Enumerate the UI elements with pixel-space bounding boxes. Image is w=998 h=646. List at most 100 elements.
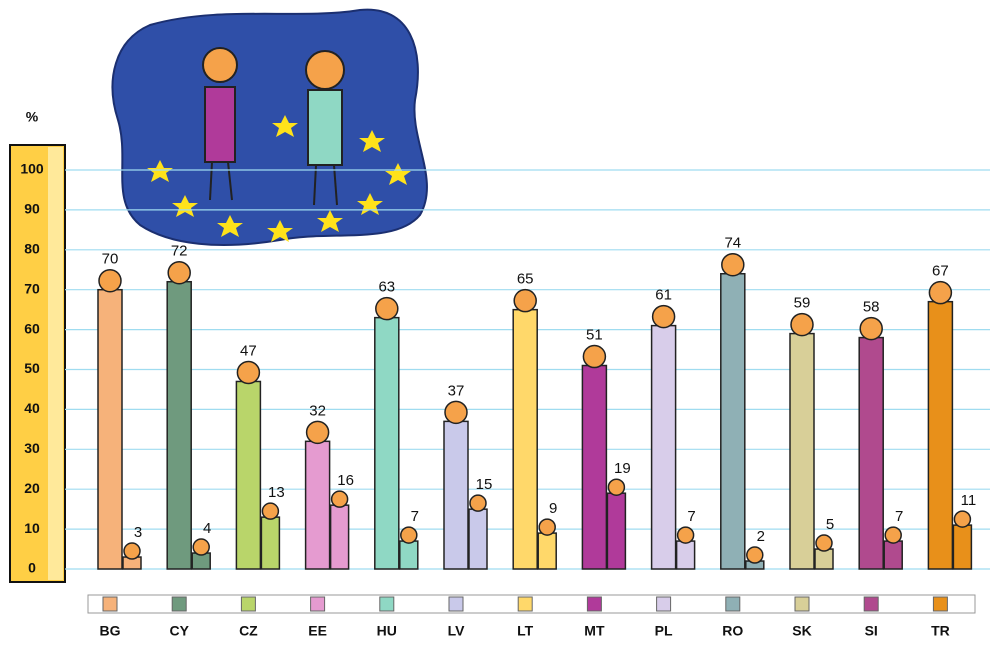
bar [606,492,627,570]
value-label: 5 [826,516,834,533]
bar [675,540,696,570]
value-label: 59 [794,295,811,312]
bar [814,548,834,570]
value-label: 13 [268,484,285,501]
figure-head [582,344,607,369]
bar [883,540,903,570]
y-tick-label: 30 [24,440,40,456]
y-tick-label: 40 [24,400,40,416]
value-label: 19 [614,460,631,477]
legend-label: CY [169,623,189,639]
y-tick-label: 100 [20,161,44,177]
y-tick-label: 70 [24,280,40,296]
figure-head [607,478,626,496]
legend-swatch [379,596,395,612]
y-tick-label: 80 [24,241,40,257]
legend-label: RO [722,623,743,639]
bar [789,332,815,570]
legend-swatch [171,596,187,612]
bar [374,316,400,570]
illustration [111,8,428,246]
figure-head [721,252,745,277]
bar [443,420,469,570]
figure-head [538,518,556,536]
bar [650,324,677,570]
bar [512,308,538,570]
legend-swatch [586,596,602,612]
legend-label: EE [308,623,327,639]
figure-head [928,280,953,305]
value-label: 16 [337,472,354,489]
value-label: 58 [863,299,880,316]
y-axis-label: % [26,109,39,125]
legend-label: SK [792,623,811,639]
legend-swatch [310,596,326,612]
legend-label: PL [655,623,673,639]
value-label: 70 [102,251,119,268]
y-tick-label: 10 [24,520,40,536]
bar [952,524,973,570]
bar [399,540,419,570]
value-label: 3 [134,524,142,541]
y-tick-label: 90 [24,201,40,217]
value-label: 7 [411,508,419,525]
figure-head [444,400,468,425]
bar [166,280,192,570]
figure-head [651,304,676,329]
bar [537,532,557,570]
figure-head [167,260,191,285]
bar [927,300,954,570]
figure-head [330,490,349,508]
legend-label: LT [517,623,534,639]
legend-swatch [863,596,879,612]
value-label: 74 [724,235,741,252]
axis-column-highlight [48,147,63,580]
value-label: 51 [586,326,603,343]
y-tick-label: 20 [24,480,40,496]
legend-swatch [240,596,256,612]
legend-label: TR [931,623,950,639]
legend-label: MT [584,623,605,639]
figure-head [884,526,902,544]
figure-head [513,288,537,313]
value-label: 65 [517,271,534,288]
value-label: 15 [476,476,493,493]
value-label: 4 [203,520,211,537]
legend-swatch [794,596,810,612]
figure-head [953,510,972,528]
y-tick-label: 60 [24,320,40,336]
figure-head [746,546,764,564]
figure-head [123,542,141,560]
bar [97,288,123,570]
figure-head [790,312,814,337]
figure-head [261,502,280,520]
legend-swatch [932,596,948,612]
figure-head [815,534,833,552]
value-label: 72 [171,243,188,260]
legend-label: SI [865,623,878,639]
figure-head [375,296,399,321]
figure-head [236,360,261,385]
bar [468,508,488,570]
bar [329,504,350,570]
legend-swatch [448,596,464,612]
figure-head [98,268,122,293]
value-label: 7 [687,508,695,525]
figure-head [400,526,418,544]
legend-label: LV [448,623,466,639]
value-label: 2 [757,528,765,545]
bar [858,336,884,570]
figure-head [305,420,330,445]
legend-label: CZ [239,623,258,639]
bar [720,272,746,570]
y-tick-label: 0 [28,560,36,576]
value-label: 32 [309,402,326,419]
value-label: 37 [448,382,465,399]
legend-swatch [517,596,533,612]
value-label: 11 [961,492,977,509]
figure-head [469,494,487,512]
value-label: 7 [895,508,903,525]
legend-swatch [656,596,672,612]
bar [260,516,281,570]
